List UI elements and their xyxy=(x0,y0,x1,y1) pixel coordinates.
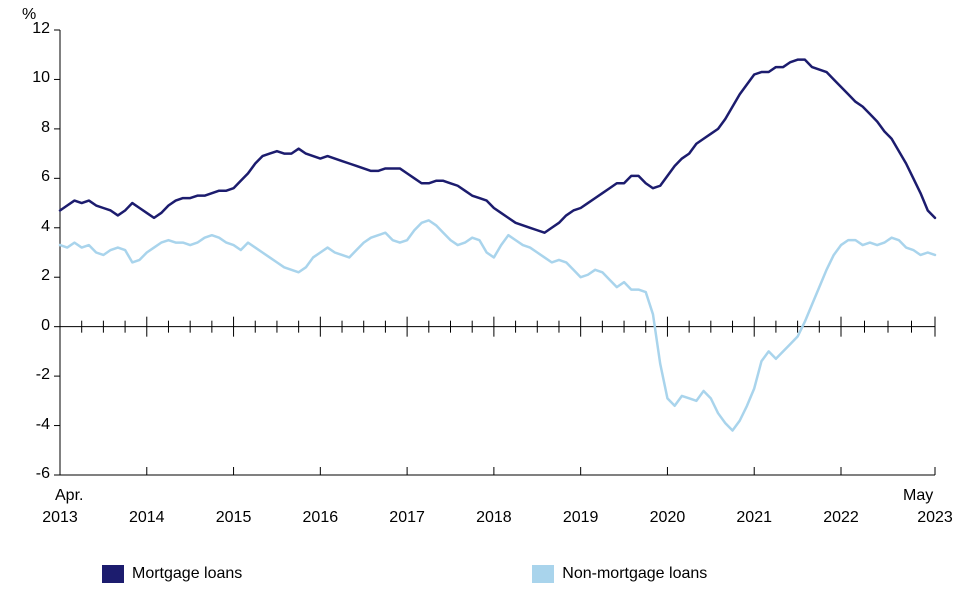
legend-label: Mortgage loans xyxy=(132,565,242,583)
legend-swatch-mortgage xyxy=(102,565,124,583)
legend-label: Non-mortgage loans xyxy=(562,565,707,583)
legend-item-nonmortgage: Non-mortgage loans xyxy=(532,565,707,583)
legend-item-mortgage: Mortgage loans xyxy=(102,565,242,583)
legend-swatch-nonmortgage xyxy=(532,565,554,583)
legend: Mortgage loans Non-mortgage loans xyxy=(102,565,707,583)
line-chart: % -6-4-2024681012 Apr.May201320142015201… xyxy=(0,0,980,608)
